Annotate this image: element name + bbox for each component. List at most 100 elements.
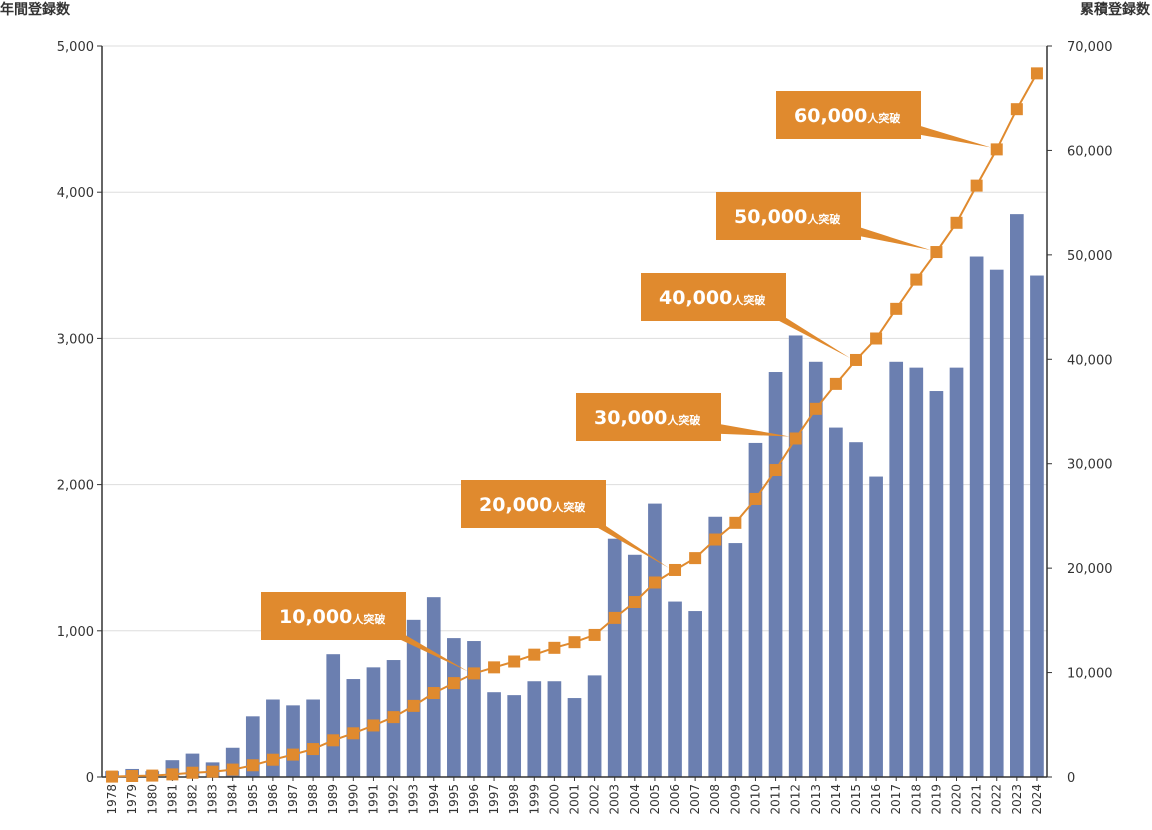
bar xyxy=(487,692,501,777)
callout-box xyxy=(776,91,921,139)
callout-number: 50,000 xyxy=(734,206,807,228)
callout-number: 10,000 xyxy=(279,606,352,628)
callouts: 10,000人突破20,000人突破30,000人突破40,000人突破50,0… xyxy=(261,91,991,672)
callout-pointer xyxy=(891,117,991,148)
callout-pointer xyxy=(576,506,670,568)
cumulative-marker xyxy=(528,648,541,661)
cumulative-marker xyxy=(829,377,842,390)
bar xyxy=(969,256,984,777)
x-tick-label: 1994 xyxy=(427,784,441,815)
x-tick-label: 1982 xyxy=(185,784,199,815)
left-tick-label: 1,000 xyxy=(57,625,94,640)
bar xyxy=(607,538,622,777)
bar xyxy=(989,269,1004,777)
x-tick-label: 2017 xyxy=(889,784,903,815)
cumulative-marker xyxy=(427,687,440,700)
callout-box xyxy=(461,480,606,528)
callout-text: 30,000人突破 xyxy=(594,407,700,429)
x-tick-label: 2015 xyxy=(849,784,863,815)
x-tick-label: 2011 xyxy=(769,784,783,815)
bar xyxy=(808,361,823,777)
right-tick-label: 70,000 xyxy=(1067,40,1113,55)
cumulative-marker xyxy=(146,769,159,782)
x-tick-label: 2004 xyxy=(628,784,642,815)
x-tick-label: 2007 xyxy=(688,784,702,815)
bar xyxy=(507,695,522,777)
bar xyxy=(286,705,300,777)
cumulative-line-series xyxy=(106,67,1043,783)
bar xyxy=(889,361,904,777)
x-tick-label: 1989 xyxy=(326,784,340,815)
bar xyxy=(748,442,763,777)
right-tick-label: 10,000 xyxy=(1067,667,1113,682)
cumulative-marker xyxy=(568,636,581,649)
x-tick-label: 1988 xyxy=(306,784,320,815)
cumulative-marker xyxy=(970,179,983,192)
cumulative-marker xyxy=(206,765,219,778)
right-tick-label: 40,000 xyxy=(1067,353,1113,368)
bar xyxy=(869,476,883,777)
callout-suffix: 人突破 xyxy=(667,413,700,427)
cumulative-marker xyxy=(126,770,139,783)
x-tick-label: 2021 xyxy=(970,784,984,815)
bar xyxy=(849,442,863,777)
cumulative-marker xyxy=(669,563,682,576)
bar xyxy=(929,391,944,777)
bar xyxy=(829,427,843,777)
x-tick-label: 1992 xyxy=(387,784,401,815)
x-tick-label: 2005 xyxy=(648,784,662,815)
bar xyxy=(949,367,964,777)
bar xyxy=(788,335,803,777)
cumulative-marker xyxy=(447,677,460,690)
x-tick-label: 2018 xyxy=(909,784,923,815)
right-tick-label: 50,000 xyxy=(1067,249,1113,264)
x-tick-label: 1981 xyxy=(165,784,179,815)
bar xyxy=(768,372,783,777)
bar xyxy=(1030,275,1044,777)
cumulative-marker xyxy=(508,655,521,668)
cumulative-marker xyxy=(287,748,300,761)
right-tick-label: 20,000 xyxy=(1067,562,1113,577)
left-tick-label: 5,000 xyxy=(57,40,94,55)
bar xyxy=(547,681,562,777)
x-tick-label: 2008 xyxy=(708,784,722,815)
callout-text: 40,000人突破 xyxy=(659,287,765,309)
cumulative-marker xyxy=(608,611,621,624)
x-tick-label: 1997 xyxy=(487,784,501,815)
callout: 60,000人突破 xyxy=(776,91,991,148)
bar xyxy=(527,681,542,777)
cumulative-marker xyxy=(870,332,883,345)
bar xyxy=(567,698,582,777)
cumulative-marker xyxy=(106,770,119,783)
left-tick-label: 4,000 xyxy=(57,186,94,201)
callout-text: 20,000人突破 xyxy=(479,494,585,516)
callout-pointer xyxy=(831,218,931,251)
x-tick-label: 1986 xyxy=(266,784,280,815)
x-tick-label: 1990 xyxy=(346,784,360,815)
x-tick-label: 2012 xyxy=(789,784,803,815)
x-tick-label: 1987 xyxy=(286,784,300,815)
callout-text: 10,000人突破 xyxy=(279,606,385,628)
cumulative-marker xyxy=(347,727,360,740)
cumulative-marker xyxy=(226,763,239,776)
cumulative-marker xyxy=(246,759,259,772)
x-tick-label: 1984 xyxy=(226,784,240,815)
cumulative-marker xyxy=(749,492,762,505)
cumulative-marker xyxy=(186,766,199,779)
x-tick-label: 2010 xyxy=(748,784,762,815)
x-tick-label: 2001 xyxy=(568,784,582,815)
axes: 0 1,000 2,000 3,000 4,000 5,000 0 10,000 20,000 3… xyxy=(57,40,1113,815)
x-tick-label: 2014 xyxy=(829,784,843,815)
x-tick-label: 2023 xyxy=(1010,784,1024,815)
right-tick-label: 30,000 xyxy=(1067,458,1113,473)
left-axis-title: 年間登録数 xyxy=(0,1,71,18)
cumulative-marker xyxy=(628,596,641,609)
cumulative-marker xyxy=(307,743,320,756)
x-tick-label: 1996 xyxy=(467,784,481,815)
cumulative-marker xyxy=(327,734,340,747)
cumulative-marker xyxy=(890,302,903,315)
bar xyxy=(728,543,743,777)
cumulative-marker xyxy=(588,628,601,641)
callout-suffix: 人突破 xyxy=(732,293,765,307)
